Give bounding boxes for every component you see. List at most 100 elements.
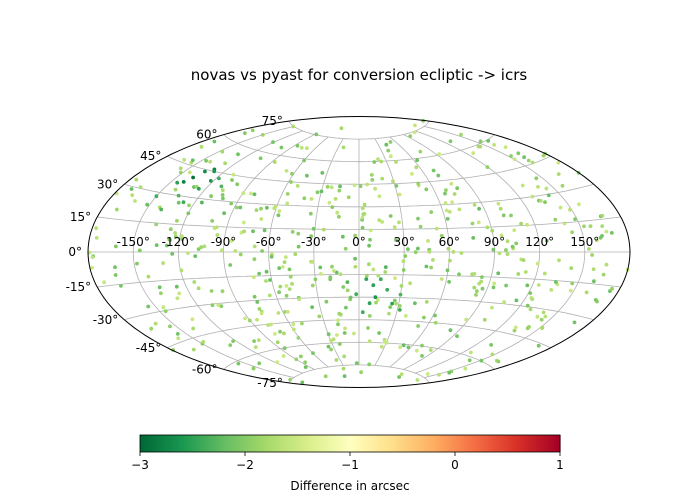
data-point: [604, 229, 609, 234]
data-point: [277, 266, 282, 270]
data-point: [479, 358, 484, 363]
data-point: [416, 324, 420, 328]
data-point: [372, 160, 377, 164]
colorbar-segment: [514, 435, 517, 452]
data-point: [408, 134, 413, 139]
data-point: [287, 287, 292, 291]
data-point: [252, 244, 257, 249]
colorbar-segment: [452, 435, 455, 452]
longitude-tick-label: -90°: [211, 235, 237, 249]
data-point: [324, 299, 329, 304]
colorbar-segment: [290, 435, 293, 452]
colorbar-segment: [456, 435, 459, 452]
data-point: [243, 316, 247, 321]
longitude-tick-label: -60°: [256, 235, 282, 249]
colorbar-segment: [540, 435, 543, 452]
data-point: [549, 288, 554, 292]
data-point: [222, 211, 227, 216]
colorbar-segment: [208, 435, 211, 452]
colorbar-segment: [380, 435, 383, 452]
data-point: [296, 244, 301, 249]
data-point: [509, 213, 513, 218]
longitude-tick-label: 30°: [394, 235, 415, 249]
colorbar-segment: [394, 435, 397, 452]
data-point: [428, 348, 433, 352]
data-point: [470, 221, 475, 226]
data-point: [587, 247, 591, 251]
data-point: [474, 293, 478, 297]
latitude-tick-labels: -75° -60° -45° -30° -15° 0° 15° 30° 45° 60° 75°: [66, 114, 283, 390]
data-point: [371, 283, 376, 288]
data-point: [397, 304, 402, 308]
colorbar-segment: [550, 435, 553, 452]
data-point: [257, 307, 262, 311]
data-point: [492, 281, 497, 286]
data-point: [231, 172, 236, 177]
data-point: [392, 298, 397, 303]
data-point: [342, 354, 347, 359]
data-point: [219, 248, 224, 253]
data-point: [303, 365, 308, 369]
colorbar-segment: [416, 435, 419, 452]
data-point: [502, 300, 506, 305]
data-point: [416, 216, 420, 221]
data-point: [557, 258, 561, 263]
colorbar-segment: [352, 435, 355, 452]
data-point: [369, 173, 374, 177]
data-point: [275, 340, 280, 345]
data-point: [309, 234, 314, 239]
data-point: [325, 184, 330, 189]
data-point: [420, 354, 424, 358]
data-point: [330, 205, 335, 210]
data-point: [544, 238, 549, 243]
data-point: [285, 192, 290, 196]
latitude-tick-label: -60°: [192, 362, 218, 376]
data-point: [221, 196, 225, 201]
data-point: [241, 191, 246, 196]
data-point: [399, 372, 404, 376]
data-point: [297, 297, 301, 302]
data-point: [178, 170, 183, 175]
data-point: [230, 178, 234, 182]
data-point: [610, 286, 614, 291]
colorbar-segment: [444, 435, 447, 452]
data-point: [303, 360, 308, 365]
data-point: [512, 157, 517, 162]
data-point: [285, 201, 290, 206]
data-point: [377, 194, 382, 199]
data-point: [397, 220, 401, 225]
colorbar-segment: [530, 435, 533, 452]
latitude-tick-label: 0°: [68, 245, 82, 259]
colorbar-segment: [472, 435, 475, 452]
data-point: [186, 251, 190, 256]
data-point: [153, 321, 158, 326]
data-point: [327, 200, 332, 205]
data-point: [220, 188, 225, 193]
data-point: [318, 265, 323, 270]
data-point: [255, 317, 259, 322]
colorbar-tick-label: −3: [131, 458, 149, 472]
data-point: [403, 254, 408, 258]
latitude-tick-label: -15°: [66, 280, 92, 294]
colorbar-segment: [458, 435, 461, 452]
data-point: [252, 192, 257, 197]
data-point: [209, 194, 214, 199]
data-point: [394, 238, 398, 242]
data-points: [87, 118, 630, 385]
colorbar-tick-label: 1: [556, 458, 564, 472]
data-point: [364, 273, 369, 278]
colorbar-segment: [218, 435, 221, 452]
data-point: [446, 246, 451, 251]
data-point: [251, 366, 256, 371]
colorbar-segment: [252, 435, 255, 452]
data-point: [514, 241, 519, 246]
data-point: [367, 262, 371, 267]
colorbar-segment: [240, 435, 243, 452]
data-point: [176, 200, 181, 205]
colorbar-segment: [180, 435, 183, 452]
data-point: [305, 146, 309, 151]
colorbar-segment: [358, 435, 361, 452]
data-point: [252, 294, 257, 299]
colorbar-segment: [378, 435, 381, 452]
colorbar-segment: [232, 435, 235, 452]
